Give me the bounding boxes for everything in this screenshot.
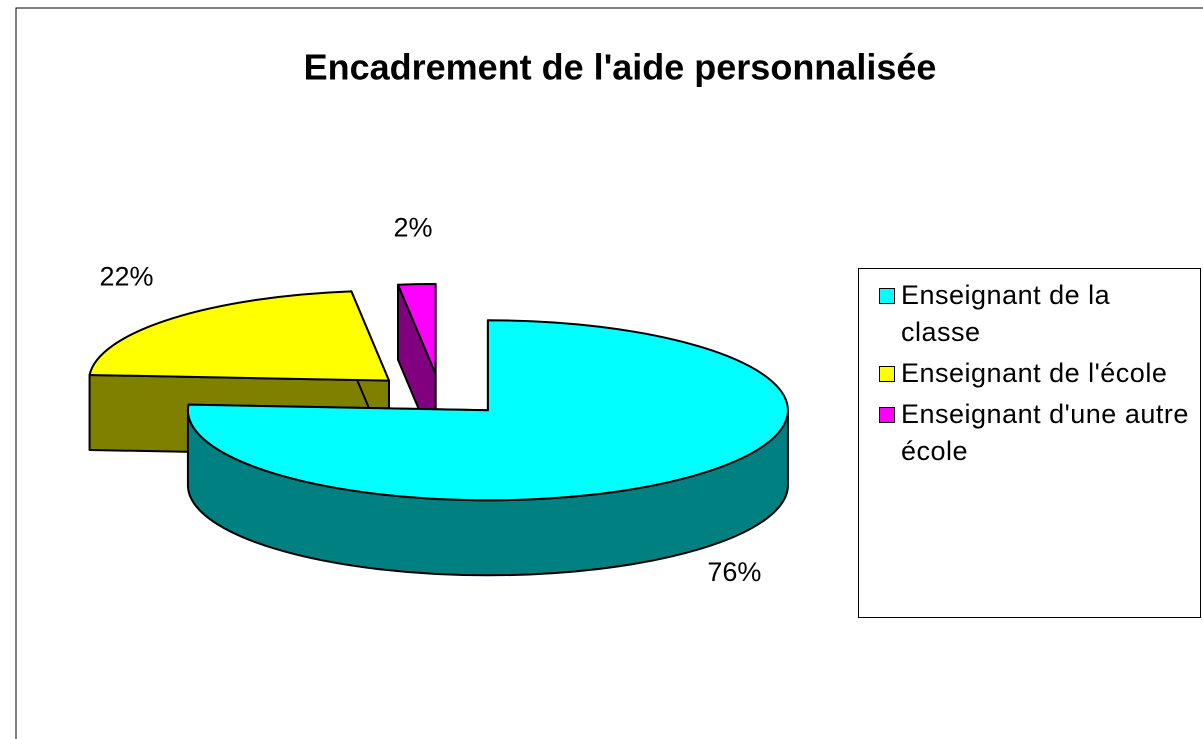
slice-top (186, 319, 789, 502)
legend-swatch (879, 288, 895, 304)
data-label: 76% (707, 557, 761, 587)
legend-item: Enseignant de l'école (879, 355, 1192, 392)
slice-top (397, 283, 437, 376)
legend-label: Enseignant de l'école (901, 358, 1168, 388)
chart-frame (15, 7, 1203, 739)
legend-label: Enseignant d'une autre école (901, 399, 1189, 466)
legend-label: Enseignant de la classe (901, 280, 1111, 347)
legend-item: Enseignant d'une autre école (879, 396, 1192, 470)
legend-swatch (879, 407, 895, 423)
chart-title: Encadrement de l'aide personnalisée (304, 47, 937, 88)
legend-item: Enseignant de la classe (879, 277, 1192, 351)
data-label: 2% (393, 212, 432, 242)
slice-top (88, 290, 390, 382)
legend: Enseignant de la classe Enseignant de l'é… (858, 268, 1201, 618)
pie (88, 283, 789, 577)
data-label: 22% (100, 261, 154, 291)
legend-swatch (879, 366, 895, 382)
